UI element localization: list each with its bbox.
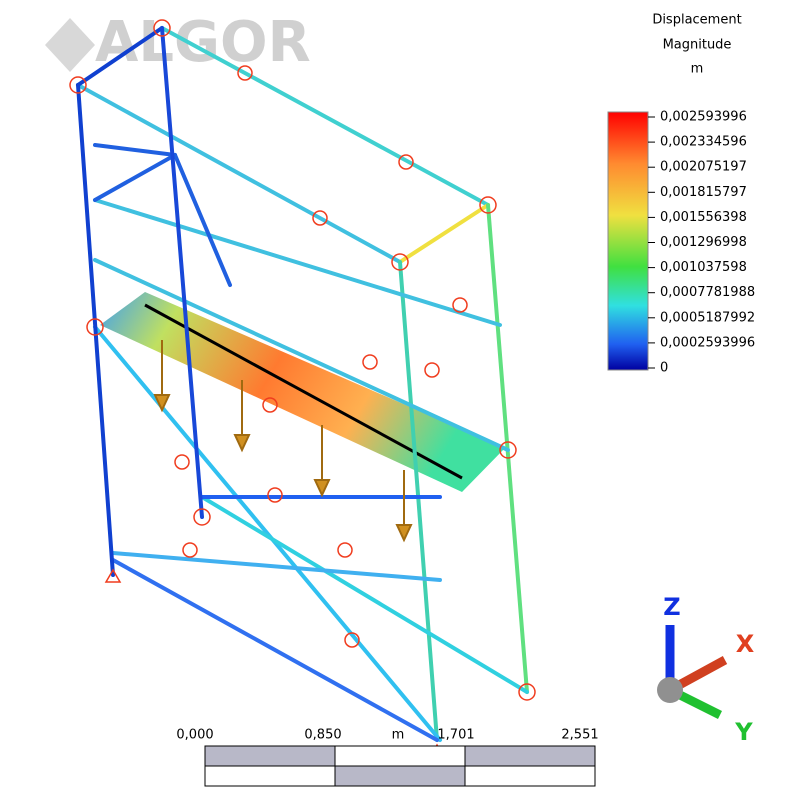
legend-label: 0,002334596 [660,135,747,150]
logo: ALGOR [45,10,311,75]
scale-unit: m [392,728,405,743]
color-bar [608,112,648,370]
legend-title: m [691,62,704,77]
legend-label: 0,002075197 [660,160,747,175]
legend-label: 0,0007781988 [660,285,755,300]
scale-label: 1,701 [437,728,474,743]
legend-label: 0,001556398 [660,210,747,225]
legend-label: 0 [660,361,668,376]
legend-label: 0,0005187992 [660,310,755,325]
legend-title: Displacement [652,13,741,28]
legend-label: 0,001815797 [660,185,747,200]
axis-triad: Z X Y [657,593,755,746]
model [70,20,535,757]
logo-text: ALGOR [95,10,311,75]
scale-label: 0,000 [176,728,213,743]
legend-label: 0,0002593996 [660,335,755,350]
axis-label: X [736,630,755,658]
viewport: ALGOR [0,0,792,798]
legend-title: Magnitude [663,38,732,53]
scale-label: 2,551 [561,728,598,743]
axis-label: Z [663,593,680,621]
legend-label: 0,001037598 [660,260,747,275]
legend-label: 0,002593996 [660,110,747,125]
axis-label: Y [734,718,753,746]
scale-label: 0,850 [304,728,341,743]
scale-bar: 0,000 0,850 m 1,701 2,551 [176,728,598,787]
legend: Displacement Magnitude m 0,002593996 0,00… [608,13,755,376]
legend-label: 0,001296998 [660,235,747,250]
